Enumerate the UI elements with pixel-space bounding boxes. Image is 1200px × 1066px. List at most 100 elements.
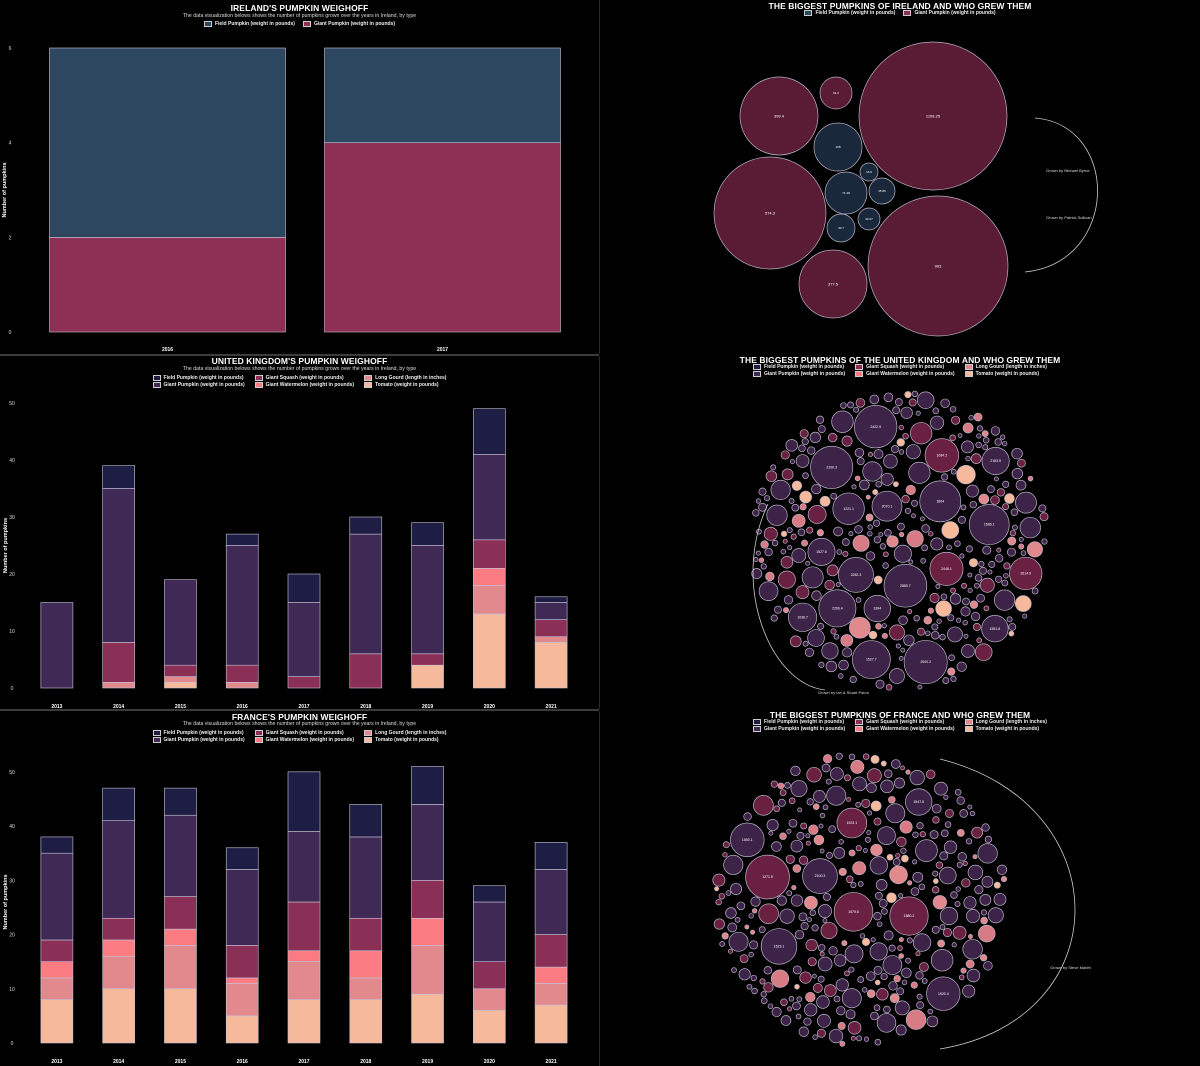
pumpkin-bubble [981,875,994,888]
x-tick-label: 2017 [298,1059,309,1065]
y-tick-label: 50 [9,401,15,407]
pumpkin-bubble [817,1013,831,1028]
pumpkin-bubble [878,532,884,537]
bar-segment [534,596,568,603]
pumpkin-bubble [935,584,941,589]
pumpkin-bubble [905,444,921,460]
pumpkin-bubble [962,597,970,606]
legend-swatch [753,364,762,370]
pumpkin-bubble [994,438,1002,446]
legend-item-watermelon: Giant Watermelon (weight in pounds) [254,382,354,388]
pumpkin-bubble [981,430,989,438]
pumpkin-bubble [920,558,926,564]
pumpkin-bubble [770,614,778,622]
y-tick-label: 2 [9,235,12,241]
pumpkin-bubble [954,900,961,907]
legend-swatch [254,737,263,743]
pumpkin-bubble [974,885,984,895]
pumpkin-bubble [886,535,899,548]
legend-swatch [804,10,813,16]
pumpkin-bubble [889,865,908,885]
pumpkin-bubble [818,425,826,433]
y-tick-label: 10 [9,629,15,635]
pumpkin-bubble [851,640,891,679]
bar-segment [102,820,135,919]
bubble-label: 2252.3 [851,573,862,577]
pumpkin-bubble [893,974,901,983]
pumpkin-bubble [883,1005,891,1014]
x-tick-label: 2021 [546,704,557,709]
pumpkin-bubble [875,879,888,891]
pumpkin-bubble [783,595,794,605]
pumpkin-bubble [774,605,782,614]
pumpkin-bubble [900,406,913,419]
pumpkin-bubble [1012,524,1018,531]
pumpkin-bubble [873,449,884,460]
bar-segment [40,852,74,941]
pumpkin-bubble [748,951,754,958]
pumpkin-bubble [906,937,913,944]
legend-item-watermelon: Giant Watermelon (weight in pounds) [254,737,355,743]
pumpkin-bubble [884,769,893,778]
pumpkin-bubble [844,970,850,977]
pumpkin-bubble [869,856,888,875]
bar-segment [411,522,444,546]
pumpkin-bubble [721,932,729,940]
pumpkin-bubble [921,544,928,552]
pumpkin-bubble [739,76,819,156]
pumpkin-bubble [1026,541,1043,558]
pumpkin-bubble [791,514,806,528]
y-tick-label: 10 [9,987,15,993]
pumpkin-bubble [994,476,999,482]
chart-subtitle: The data visualization belows shows the … [182,366,417,372]
pumpkin-bubble [804,647,815,657]
pumpkin-bubble [873,575,883,585]
legend-item-watermelon: Giant Watermelon (weight in pounds) [855,726,955,732]
pumpkin-bubble [722,852,728,858]
pumpkin-bubble [806,526,814,534]
bubble-label: 1221.1 [843,507,854,511]
pumpkin-bubble [846,875,854,883]
chart-title: FRANCE'S PUMPKIN WEIGHOFF [231,712,368,722]
x-tick-label: 2019 [422,1059,433,1065]
pumpkin-bubble [947,614,955,622]
pumpkin-bubble [812,803,820,810]
pumpkin-bubble [833,633,840,640]
pumpkin-bubble [951,942,957,948]
pumpkin-bubble [978,493,990,505]
pumpkin-bubble [745,854,790,900]
pumpkin-bubble [876,1013,897,1033]
pumpkin-bubble [862,848,868,853]
bar-segment [40,602,74,689]
pumpkin-bubble [760,540,769,549]
pumpkin-bubble [725,907,737,919]
pumpkin-bubble [899,820,913,834]
pumpkin-bubble [904,507,912,515]
pumpkin-bubble [790,533,797,540]
legend-item-squash: Giant Squash (weight in pounds) [855,364,954,370]
pumpkin-bubble [957,852,967,862]
pumpkin-bubble [970,453,982,464]
pumpkin-bubble [872,489,879,495]
legend-label: Giant Watermelon (weight in pounds) [265,737,355,743]
bubble-label: 45.86 [878,189,886,193]
pumpkin-bubble [888,796,896,804]
pumpkin-bubble [950,891,958,899]
pumpkin-bubble [841,988,862,1009]
bubble-label: 2100.3 [826,466,837,470]
pumpkin-bubble [984,835,993,844]
legend-label: Giant Pumpkin (weight in pounds) [764,371,846,377]
pumpkin-bubble [995,575,1003,583]
pumpkin-bubble [867,810,873,816]
pumpkin-bubble [763,982,774,993]
pumpkin-bubble [847,1021,862,1035]
pumpkin-bubble [771,1006,782,1017]
pumpkin-bubble [850,1035,856,1041]
legend-item-squash: Giant Squash (weight in pounds) [254,730,354,736]
pumpkin-bubble [816,1028,826,1038]
pumpkin-bubble [869,394,880,405]
legend-label: Field Pumpkin (weight in pounds) [214,21,295,27]
pumpkin-bubble [801,539,808,547]
pumpkin-bubble [734,917,741,923]
legend-swatch [254,375,263,381]
